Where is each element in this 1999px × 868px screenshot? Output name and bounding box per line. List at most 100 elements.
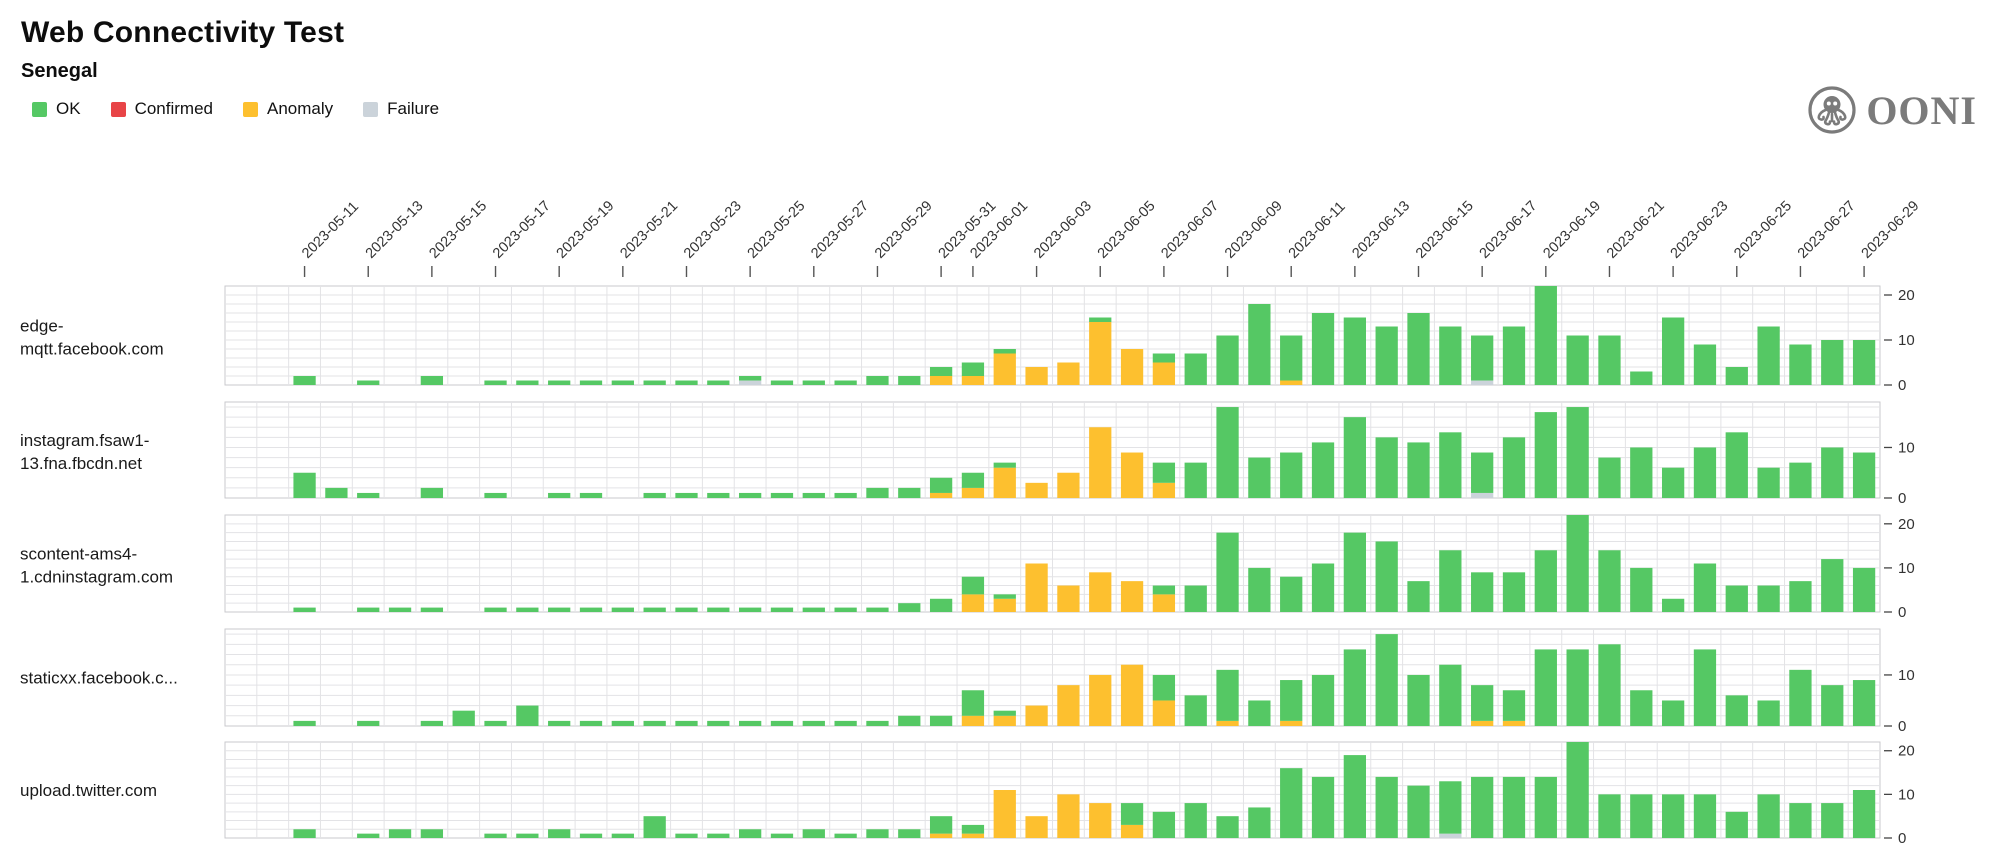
bar-segment-ok[interactable] xyxy=(1248,304,1271,385)
bar-segment-ok[interactable] xyxy=(1248,457,1271,498)
bar-segment-failure[interactable] xyxy=(1471,380,1494,386)
bar-segment-anomaly[interactable] xyxy=(993,353,1016,386)
bar-segment-anomaly[interactable] xyxy=(1057,472,1080,498)
bar-segment-ok[interactable] xyxy=(1598,335,1621,386)
bar-segment-ok[interactable] xyxy=(1216,532,1239,612)
bar-segment-ok[interactable] xyxy=(802,607,825,612)
bar-segment-ok[interactable] xyxy=(1184,695,1207,726)
bar-segment-ok[interactable] xyxy=(1630,371,1653,386)
bar-segment-anomaly[interactable] xyxy=(1280,380,1303,386)
bar-segment-ok[interactable] xyxy=(484,380,507,386)
bar-segment-ok[interactable] xyxy=(1852,680,1876,726)
bar-segment-ok[interactable] xyxy=(484,833,507,838)
bar-segment-ok[interactable] xyxy=(1439,781,1462,834)
bar-segment-anomaly[interactable] xyxy=(993,598,1016,612)
bar-segment-ok[interactable] xyxy=(961,472,985,488)
bar-segment-ok[interactable] xyxy=(993,594,1016,599)
bar-segment-ok[interactable] xyxy=(484,720,507,726)
bar-segment-ok[interactable] xyxy=(1184,353,1207,386)
bar-segment-ok[interactable] xyxy=(770,720,794,726)
bar-segment-ok[interactable] xyxy=(1216,407,1239,498)
bar-segment-ok[interactable] xyxy=(293,607,316,612)
bar-segment-ok[interactable] xyxy=(1566,515,1589,612)
bar-segment-ok[interactable] xyxy=(961,576,985,595)
bar-segment-ok[interactable] xyxy=(866,376,889,385)
bar-segment-ok[interactable] xyxy=(739,376,762,381)
bar-segment-ok[interactable] xyxy=(1534,776,1557,838)
bar-segment-ok[interactable] xyxy=(293,829,316,838)
bar-segment-anomaly[interactable] xyxy=(1089,322,1112,385)
bar-segment-ok[interactable] xyxy=(548,492,571,498)
bar-segment-ok[interactable] xyxy=(739,492,762,498)
bar-segment-ok[interactable] xyxy=(675,492,698,498)
bar-segment-ok[interactable] xyxy=(1471,452,1494,493)
bar-segment-ok[interactable] xyxy=(770,607,794,612)
bar-segment-ok[interactable] xyxy=(548,829,571,838)
bar-segment-ok[interactable] xyxy=(802,380,825,386)
bar-segment-ok[interactable] xyxy=(357,380,380,386)
bar-segment-ok[interactable] xyxy=(611,833,634,838)
bar-segment-ok[interactable] xyxy=(579,607,603,612)
bar-segment-ok[interactable] xyxy=(1152,674,1176,701)
bar-segment-ok[interactable] xyxy=(1789,581,1812,612)
bar-segment-ok[interactable] xyxy=(1502,326,1526,386)
bar-segment-ok[interactable] xyxy=(420,720,444,726)
bar-segment-ok[interactable] xyxy=(770,833,794,838)
bar-segment-ok[interactable] xyxy=(1280,335,1303,381)
bar-segment-ok[interactable] xyxy=(611,380,634,386)
bar-segment-anomaly[interactable] xyxy=(1089,572,1112,612)
bar-segment-ok[interactable] xyxy=(961,824,985,834)
bar-segment-ok[interactable] xyxy=(1343,417,1366,498)
bar-segment-ok[interactable] xyxy=(1343,532,1366,612)
bar-segment-ok[interactable] xyxy=(1343,649,1366,726)
bar-segment-ok[interactable] xyxy=(707,492,730,498)
bar-segment-ok[interactable] xyxy=(898,715,921,726)
bar-segment-ok[interactable] xyxy=(1375,776,1398,838)
bar-segment-ok[interactable] xyxy=(1693,794,1717,838)
bar-segment-ok[interactable] xyxy=(1152,811,1176,838)
bar-segment-ok[interactable] xyxy=(1343,755,1366,838)
bar-segment-ok[interactable] xyxy=(1661,700,1685,726)
bar-segment-ok[interactable] xyxy=(388,607,412,612)
bar-segment-ok[interactable] xyxy=(1184,585,1207,612)
bar-segment-ok[interactable] xyxy=(1407,442,1430,498)
bar-segment-ok[interactable] xyxy=(357,833,380,838)
bar-segment-ok[interactable] xyxy=(1757,794,1780,838)
bar-segment-ok[interactable] xyxy=(1439,664,1462,726)
bar-segment-ok[interactable] xyxy=(1375,437,1398,498)
bar-segment-ok[interactable] xyxy=(1502,572,1526,612)
bar-segment-ok[interactable] xyxy=(1248,807,1271,838)
bar-segment-anomaly[interactable] xyxy=(1152,482,1176,498)
bar-segment-anomaly[interactable] xyxy=(961,487,985,498)
bar-segment-ok[interactable] xyxy=(675,720,698,726)
bar-segment-ok[interactable] xyxy=(579,380,603,386)
bar-segment-ok[interactable] xyxy=(1407,785,1430,838)
bar-segment-ok[interactable] xyxy=(1471,335,1494,381)
bar-segment-anomaly[interactable] xyxy=(1152,594,1176,612)
bar-segment-ok[interactable] xyxy=(579,833,603,838)
bar-segment-ok[interactable] xyxy=(1757,700,1780,726)
bar-segment-ok[interactable] xyxy=(1216,669,1239,721)
bar-segment-ok[interactable] xyxy=(484,607,507,612)
bar-segment-ok[interactable] xyxy=(420,829,444,838)
bar-segment-ok[interactable] xyxy=(739,720,762,726)
bar-segment-anomaly[interactable] xyxy=(993,790,1016,838)
bar-segment-ok[interactable] xyxy=(548,607,571,612)
bar-segment-ok[interactable] xyxy=(516,380,539,386)
bar-segment-ok[interactable] xyxy=(802,492,825,498)
bar-segment-ok[interactable] xyxy=(1152,462,1176,483)
bar-segment-anomaly[interactable] xyxy=(1152,700,1176,726)
bar-segment-anomaly[interactable] xyxy=(1120,824,1144,838)
bar-segment-ok[interactable] xyxy=(739,607,762,612)
bar-segment-anomaly[interactable] xyxy=(929,376,953,385)
bar-segment-ok[interactable] xyxy=(1502,437,1526,498)
bar-segment-ok[interactable] xyxy=(1280,768,1303,838)
bar-segment-ok[interactable] xyxy=(802,829,825,838)
bar-segment-ok[interactable] xyxy=(707,380,730,386)
bar-segment-ok[interactable] xyxy=(834,833,857,838)
bar-segment-ok[interactable] xyxy=(1152,353,1176,363)
bar-segment-ok[interactable] xyxy=(1407,581,1430,612)
bar-segment-ok[interactable] xyxy=(675,833,698,838)
bar-segment-anomaly[interactable] xyxy=(1280,720,1303,726)
